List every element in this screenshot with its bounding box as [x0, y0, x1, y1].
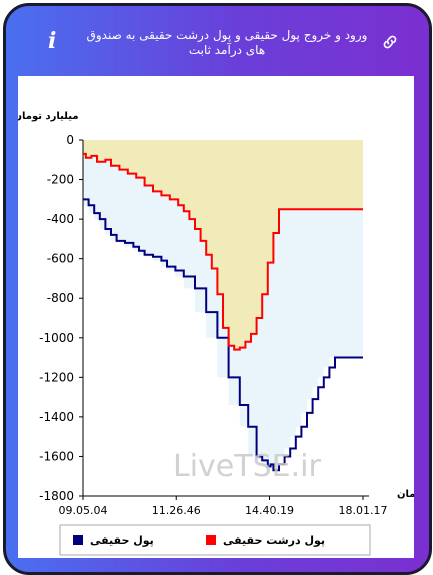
chart-card: i ورود و خروج پول حقیقی و پول درشت حقیقی… — [3, 3, 432, 575]
x-axis-label: زمان — [397, 489, 414, 500]
area-fill-upper — [83, 140, 363, 350]
y-axis-label: میلیارد تومان — [18, 111, 79, 122]
info-icon[interactable]: i — [48, 28, 57, 54]
y-tick-label: -400 — [47, 212, 74, 226]
y-tick-label: -600 — [47, 252, 74, 266]
y-tick-label: 0 — [66, 133, 74, 147]
watermark: LiveTSE.ir — [173, 449, 321, 484]
chart-panel: میلیارد تومان زمان 0 -200 -400 -600 -800 -100… — [13, 76, 421, 558]
y-tick-label: -1800 — [39, 489, 74, 503]
series-line-real-money — [83, 198, 363, 472]
x-tick-label: 14.40.19 — [245, 504, 294, 517]
legend-label-real-money: پول حقیقی — [90, 534, 154, 547]
x-tick-label: 09.05.04 — [59, 504, 108, 517]
y-tick-label: -200 — [47, 173, 74, 187]
card-header: i ورود و خروج پول حقیقی و پول درشت حقیقی… — [6, 6, 429, 68]
link-icon[interactable] — [381, 33, 399, 51]
x-tick-label: 11.26.46 — [152, 504, 201, 517]
y-tick-label: -1000 — [39, 331, 74, 345]
legend: پول حقیقی پول درشت حقیقی — [59, 524, 371, 556]
y-tick-label: -1400 — [39, 410, 74, 424]
legend-swatch-big-real-money — [206, 535, 216, 545]
series-line-big-real-money — [83, 152, 363, 351]
legend-label-big-real-money: پول درشت حقیقی — [223, 534, 325, 547]
legend-swatch-real-money — [73, 535, 83, 545]
y-tick-label: -1200 — [39, 370, 74, 384]
y-tick-label: -1600 — [39, 449, 74, 463]
y-tick-label: -800 — [47, 291, 74, 305]
x-tick-label: 18.01.17 — [339, 504, 388, 517]
plot-area: 0 -200 -400 -600 -800 -1000 -1200 -1400 -1600 -18… — [39, 133, 387, 517]
chart-svg: میلیارد تومان زمان 0 -200 -400 -600 -800 -100… — [13, 111, 421, 556]
chart-title: ورود و خروج پول حقیقی و پول درشت حقیقی ب… — [86, 28, 368, 57]
